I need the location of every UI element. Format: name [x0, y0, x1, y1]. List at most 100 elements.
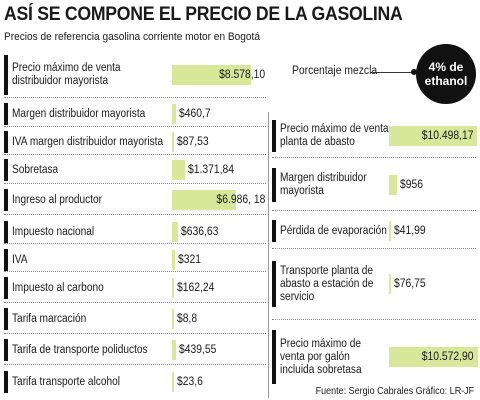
row-bullet [4, 55, 8, 95]
value-cell: $6.986, 18 [172, 189, 269, 211]
value-cell: $10.498,17 [389, 120, 478, 152]
row-label: Tarifa de transporte poliductos [12, 343, 148, 356]
left-row: Tarifa marcación $8,8 [4, 308, 269, 330]
value-cell: $8.578,10 [172, 55, 269, 95]
value-bar [172, 372, 174, 392]
right-row: Pérdida de evaporación $41,99 [272, 220, 478, 242]
value-cell: $956 [389, 168, 478, 202]
value-bar [172, 340, 176, 360]
row-bullet [4, 371, 8, 393]
row-label: IVA margen distribuidor mayorista [12, 135, 164, 148]
value-cell: $636,63 [172, 221, 269, 243]
value-cell: $321 [172, 249, 269, 271]
row-separator [4, 183, 266, 184]
row-label: Margen distribuidor mayorista [12, 107, 146, 120]
row-bullet [272, 120, 276, 152]
value-label: $87,53 [177, 135, 209, 148]
value-bar [389, 221, 391, 241]
right-row: Transporte planta de abasto a estación de… [272, 261, 478, 307]
row-separator [4, 214, 266, 215]
row-label: Precio máximo de venta distribuidor mayor… [12, 62, 121, 87]
value-label: $162,24 [177, 281, 215, 294]
value-cell: $23,6 [172, 371, 269, 393]
row-bullet [4, 277, 8, 299]
row-separator [272, 157, 476, 158]
badge-line-1: 4% de [428, 60, 464, 74]
row-bullet [272, 261, 276, 307]
value-label: $6.986, 18 [216, 193, 265, 206]
row-label: IVA [12, 253, 28, 266]
row-bullet [4, 308, 8, 330]
right-row: Precio máximo de venta planta de abasto $1… [272, 120, 478, 152]
value-label: $321 [178, 253, 202, 266]
value-cell: $76,75 [389, 261, 478, 307]
value-bar [172, 132, 174, 152]
row-separator [4, 243, 266, 244]
right-row: Precio máximo de venta por galón incluida … [272, 330, 478, 384]
value-label: $23,6 [177, 375, 203, 388]
row-label: Impuesto al carbono [12, 281, 104, 294]
row-separator [4, 97, 266, 98]
value-label: $460,7 [179, 107, 211, 120]
value-bar [389, 274, 391, 294]
row-label: Transporte planta de abasto a estación de… [280, 264, 374, 303]
value-bar [389, 175, 397, 195]
left-row: Impuesto al carbono $162,24 [4, 277, 269, 299]
row-separator [4, 302, 266, 303]
row-separator [272, 319, 476, 320]
value-bar [389, 126, 477, 146]
value-label: $956 [400, 178, 424, 191]
row-bullet [4, 249, 8, 271]
row-label: Sobretasa [12, 163, 59, 176]
row-bullet [272, 330, 276, 384]
row-separator [4, 333, 266, 334]
value-label: $8.578,10 [218, 68, 265, 81]
value-cell: $460,7 [172, 103, 269, 125]
value-cell: $439,55 [172, 339, 269, 361]
row-label: Tarifa transporte alcohol [12, 375, 121, 388]
legend-label: Porcentaje mezcla [292, 65, 378, 77]
chart-title: ASÍ SE COMPONE EL PRECIO DE LA GASOLINA [4, 4, 403, 25]
value-label: $10.498,17 [422, 129, 474, 142]
value-cell: $8,8 [172, 308, 269, 330]
row-label: Ingreso al productor [12, 193, 103, 206]
source-credit: Fuente: Sergio Cabrales Gráfico: LR-JF [315, 386, 474, 397]
value-bar [172, 309, 174, 329]
row-separator [272, 248, 476, 249]
left-row: Ingreso al productor $6.986, 18 [4, 189, 269, 211]
value-cell: $1.371,84 [172, 159, 269, 181]
row-separator [4, 364, 266, 365]
value-bar [172, 160, 185, 180]
row-label: Precio máximo de venta por galón incluida … [280, 337, 362, 376]
badge-line-2: ethanol [424, 74, 468, 88]
value-label: $10.572,90 [422, 350, 474, 363]
value-bar [172, 278, 174, 298]
row-label: Impuesto nacional [12, 225, 95, 238]
row-bullet [272, 168, 276, 202]
legend-connector [370, 72, 416, 73]
value-label: $41,99 [394, 224, 426, 237]
left-row: Tarifa de transporte poliductos $439,55 [4, 339, 269, 361]
left-row: Impuesto nacional $636,63 [4, 221, 269, 243]
row-label: Pérdida de evaporación [280, 224, 387, 237]
value-cell: $162,24 [172, 277, 269, 299]
row-label: Margen distribuidor mayorista [280, 172, 367, 197]
value-cell: $87,53 [172, 131, 269, 153]
value-label: $1.371,84 [188, 163, 235, 176]
row-separator [4, 126, 266, 127]
left-row: IVA margen distribuidor mayorista $87,53 [4, 131, 269, 153]
value-bar [172, 190, 236, 210]
value-bar [389, 347, 478, 367]
value-label: $8,8 [177, 312, 198, 325]
row-bullet [4, 159, 8, 181]
row-separator [272, 210, 476, 211]
left-row: Tarifa transporte alcohol $23,6 [4, 371, 269, 393]
value-cell: $41,99 [389, 220, 478, 242]
column-divider [268, 112, 269, 398]
row-bullet [4, 339, 8, 361]
value-cell: $10.572,90 [389, 330, 478, 384]
row-bullet [4, 131, 8, 153]
row-separator [4, 154, 266, 155]
value-label: $76,75 [394, 277, 426, 290]
row-label: Precio máximo de venta planta de abasto [280, 123, 389, 148]
